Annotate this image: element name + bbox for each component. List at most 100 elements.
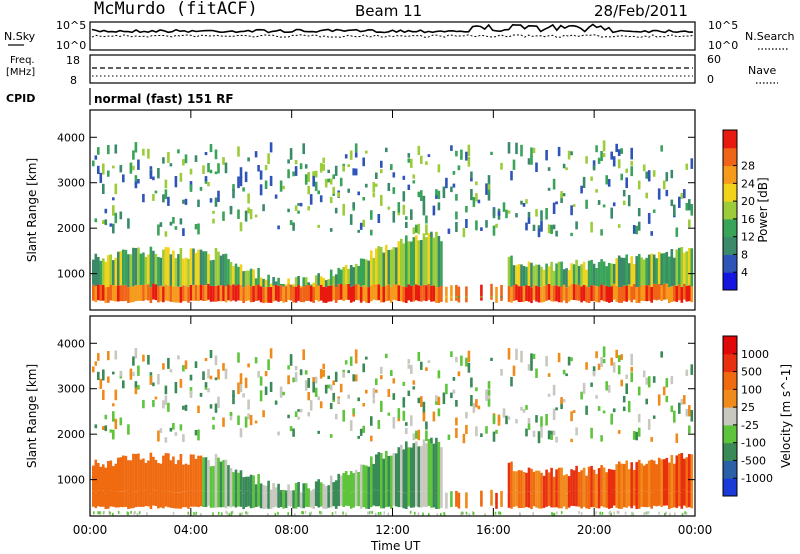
echo-cell xyxy=(272,483,275,492)
echo-cell xyxy=(600,357,603,367)
echo-cell xyxy=(462,433,466,444)
echo-cell xyxy=(259,170,263,180)
echo-cell xyxy=(415,284,418,301)
ground-scatter-speck xyxy=(309,512,311,516)
echo-cell xyxy=(625,383,628,395)
echo-cell xyxy=(555,263,558,286)
ground-scatter-speck xyxy=(246,511,249,515)
echo-cell xyxy=(477,405,481,410)
echo-cell xyxy=(207,254,210,284)
echo-cell xyxy=(212,465,215,492)
echo-cell xyxy=(392,489,396,506)
echo-cell xyxy=(309,285,313,302)
echo-cell xyxy=(537,286,541,303)
echo-cell xyxy=(237,415,240,425)
echo-cell xyxy=(612,156,616,167)
echo-cell xyxy=(359,258,363,287)
echo-cell xyxy=(302,286,305,303)
echo-cell xyxy=(127,287,130,303)
echo-cell xyxy=(204,491,208,507)
echo-cell xyxy=(227,259,230,285)
echo-cell xyxy=(327,375,330,380)
echo-cell xyxy=(512,491,516,507)
echo-cell xyxy=(422,195,426,207)
echo-cell xyxy=(610,469,613,493)
echo-cell xyxy=(232,390,235,397)
echo-cell xyxy=(595,474,598,493)
echo-cell xyxy=(159,491,163,508)
echo-cell xyxy=(304,164,308,169)
echo-cell xyxy=(402,191,406,202)
echo-cell xyxy=(99,378,103,389)
echo-cell xyxy=(673,204,676,217)
echo-cell xyxy=(164,179,168,189)
echo-cell xyxy=(247,193,250,204)
echo-cell xyxy=(307,491,310,507)
station-title: McMurdo (fitACF) xyxy=(94,0,258,19)
echo-cell xyxy=(107,351,110,361)
echo-cell xyxy=(602,261,606,286)
echo-cell xyxy=(587,260,591,288)
echo-cell xyxy=(650,459,653,493)
echo-cell xyxy=(244,210,248,222)
echo-cell xyxy=(347,490,350,506)
echo-cell xyxy=(327,169,330,174)
echo-cell xyxy=(620,287,623,303)
echo-cell xyxy=(530,493,533,510)
echo-cell xyxy=(362,219,365,227)
echo-cell xyxy=(562,193,566,197)
echo-cell xyxy=(507,142,511,154)
echo-cell xyxy=(329,434,333,438)
echo-cell xyxy=(304,380,308,391)
echo-cell xyxy=(552,178,556,190)
echo-cell xyxy=(307,185,310,195)
echo-cell xyxy=(390,370,393,376)
noise-right-label: N.Search xyxy=(745,30,795,43)
echo-cell xyxy=(209,260,213,286)
echo-cell xyxy=(357,191,360,196)
echo-cell xyxy=(137,247,140,285)
echo-cell xyxy=(387,389,391,397)
echo-cell xyxy=(244,416,248,428)
echo-cell xyxy=(164,395,168,406)
echo-cell xyxy=(610,151,613,160)
x-tick-label: 04:00 xyxy=(174,523,209,537)
echo-cell xyxy=(470,384,473,388)
echo-cell xyxy=(239,284,243,301)
echo-cell xyxy=(562,369,566,375)
echo-cell xyxy=(605,285,608,302)
echo-cell xyxy=(134,348,138,359)
echo-cell xyxy=(109,460,113,491)
echo-cell xyxy=(527,261,531,286)
echo-cell xyxy=(380,366,383,374)
echo-cell xyxy=(259,492,263,509)
echo-cell xyxy=(232,394,235,405)
echo-cell xyxy=(552,202,556,214)
colorbar-swatch xyxy=(723,272,737,291)
echo-cell xyxy=(662,386,666,396)
echo-cell xyxy=(189,390,193,398)
echo-cell xyxy=(647,419,651,430)
echo-cell xyxy=(537,228,541,238)
ground-scatter-speck xyxy=(374,512,377,516)
echo-cell xyxy=(595,268,598,287)
echo-cell xyxy=(184,360,188,370)
echo-cell xyxy=(284,490,288,493)
echo-cell xyxy=(652,460,656,490)
echo-cell xyxy=(683,283,686,300)
echo-cell xyxy=(329,228,333,232)
echo-cell xyxy=(455,502,458,504)
echo-cell xyxy=(267,153,270,165)
echo-cell xyxy=(552,491,556,508)
echo-cell xyxy=(204,285,208,301)
echo-cell xyxy=(309,400,313,411)
echo-cell xyxy=(104,414,108,420)
echo-cell xyxy=(442,186,446,199)
echo-cell xyxy=(94,492,98,509)
echo-cell xyxy=(595,189,598,193)
echo-cell xyxy=(139,491,143,507)
echo-cell xyxy=(264,165,268,171)
echo-cell xyxy=(97,463,100,491)
echo-cell xyxy=(432,491,436,508)
echo-cell xyxy=(417,446,421,492)
